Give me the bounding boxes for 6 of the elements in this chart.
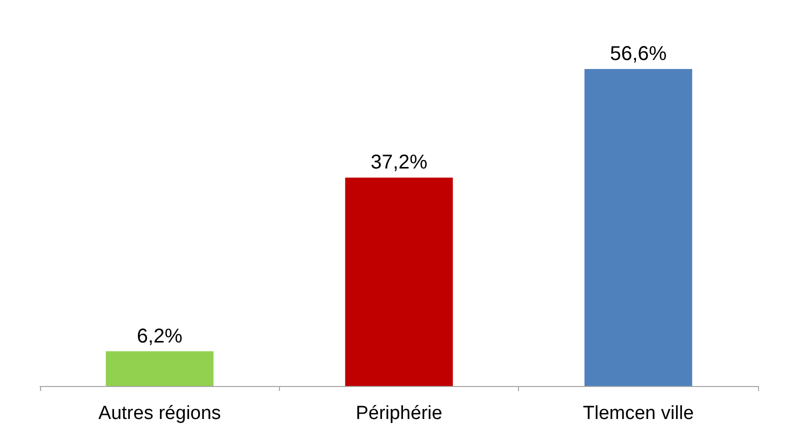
data-label: 6,2% <box>136 325 183 348</box>
x-tick-label: Périphérie <box>356 403 442 424</box>
x-tick-label: Tlemcen ville <box>582 403 694 424</box>
data-label: 37,2% <box>370 152 428 174</box>
data-label: 56,6% <box>610 43 667 66</box>
x-tick-label: Autres régions <box>98 403 221 424</box>
